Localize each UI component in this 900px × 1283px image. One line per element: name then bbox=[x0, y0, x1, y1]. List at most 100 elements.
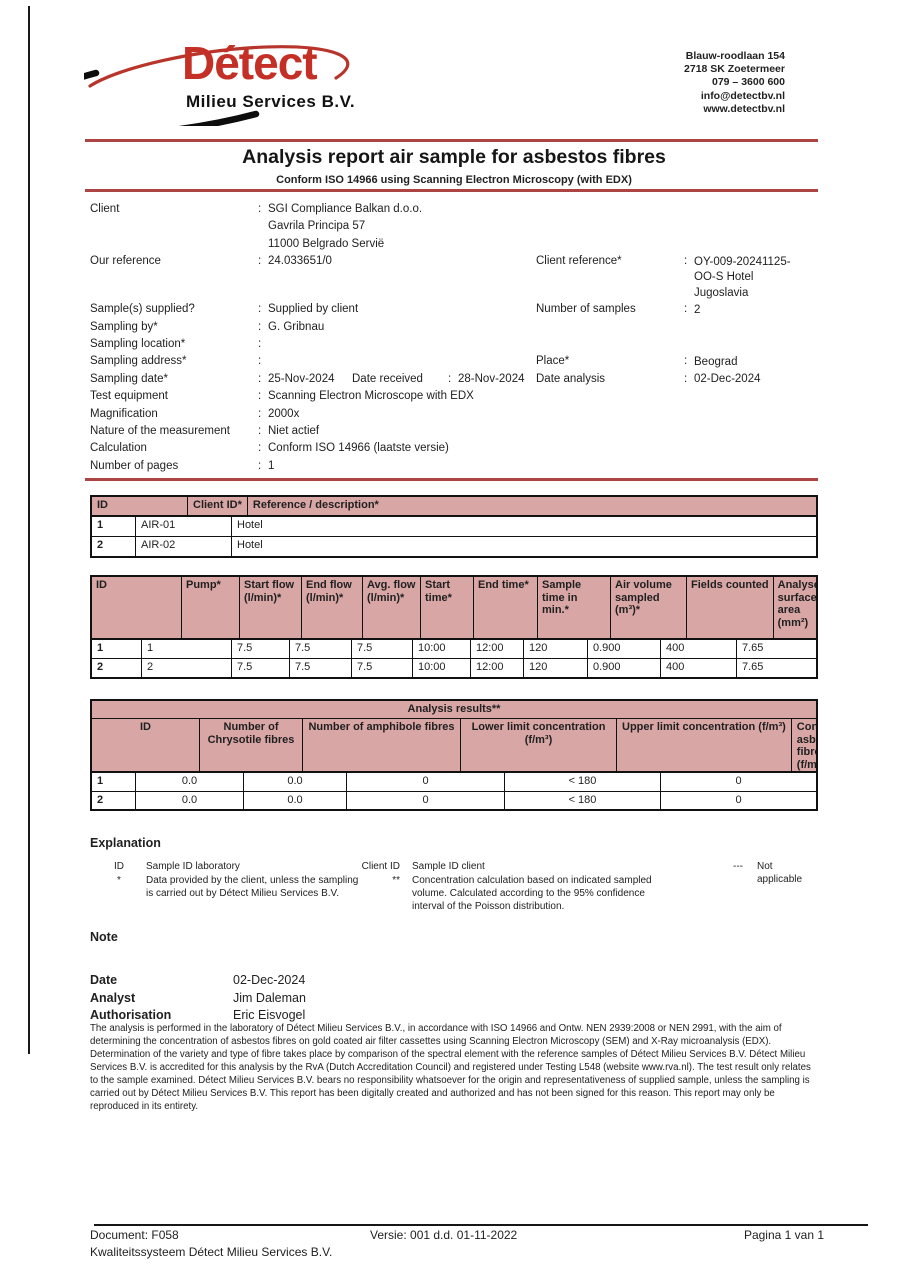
table-cell: 1 bbox=[92, 517, 136, 536]
info-row: Number of pages : 1 bbox=[90, 458, 818, 475]
info-value-right bbox=[694, 388, 818, 390]
info-row: Our reference : 24.033651/0 Client refer… bbox=[90, 253, 818, 301]
signature-label: Analyst bbox=[90, 990, 136, 1005]
table-cell: 7.5 bbox=[232, 659, 290, 677]
info-label-left: Sampling address* bbox=[90, 355, 187, 368]
column-header: ID bbox=[92, 577, 182, 638]
info-row: Calculation : Conform ISO 14966 (laatste… bbox=[90, 440, 818, 457]
info-value-right: 02-Dec-2024 bbox=[694, 373, 761, 386]
column-header: Avg. flow (l/min)* bbox=[363, 577, 421, 638]
info-colon: : bbox=[258, 355, 262, 368]
info-colon: : bbox=[258, 442, 262, 455]
footer: Document: F058 Versie: 001 d.d. 01-11-20… bbox=[90, 1228, 868, 1244]
column-header: Upper limit concentration (f/m³) bbox=[617, 719, 792, 771]
signature-row: Analyst Jim Daleman bbox=[90, 990, 490, 1008]
info-colon: : bbox=[258, 303, 262, 316]
table-cell: 12:00 bbox=[471, 640, 524, 658]
info-value-right: Beograd bbox=[694, 355, 738, 368]
column-header: Analysed surface area (mm²) bbox=[777, 579, 816, 629]
info-label-left: Number of pages bbox=[90, 459, 179, 472]
info-value-right: OY-009-20241125- OO-S Hotel Jugoslavia bbox=[694, 255, 791, 299]
table-cell: 120 bbox=[524, 659, 588, 677]
contact-line: 079 – 3600 600 bbox=[712, 76, 785, 89]
table-row: 1 1 7.5 7.5 7.5 10:00 12:00 120 0.900 40… bbox=[92, 640, 816, 659]
info-colon: : bbox=[684, 355, 688, 368]
report-info-grid: Client : SGI Compliance Balkan d.o.o. Ga… bbox=[90, 201, 818, 475]
table-cell: 0 bbox=[735, 775, 742, 787]
table-cell: 400 bbox=[661, 640, 737, 658]
column-header: Client ID* bbox=[188, 497, 248, 515]
table-cell: 1 bbox=[142, 640, 232, 658]
info-label-right: Date analysis bbox=[536, 372, 606, 385]
signature-label: Date bbox=[90, 973, 118, 987]
table-row: 2 0.0 0.0 0 < 180 0 bbox=[92, 791, 816, 809]
info-label-left: Nature of the measurement bbox=[90, 425, 230, 438]
explanation-term: Client ID bbox=[361, 861, 400, 872]
info-value-left: Conform ISO 14966 (laatste versie) bbox=[268, 442, 449, 455]
table-cell: 10:00 bbox=[413, 640, 471, 658]
table-cell: 0.0 bbox=[136, 773, 244, 791]
table-cell: 400 bbox=[661, 659, 737, 677]
info-label-left: Sampling location* bbox=[90, 338, 186, 351]
explanation-definition: Sample ID client bbox=[412, 861, 485, 872]
info-label-left: Test equipment bbox=[90, 390, 168, 403]
column-header: Sample time in min.* bbox=[538, 577, 611, 638]
sample-id-table: ID Client ID* Reference / description* 1 A… bbox=[90, 495, 818, 558]
column-header: Concentration asbestos fibres (f/m³) bbox=[796, 721, 816, 771]
explanation-term: ID bbox=[114, 861, 124, 872]
info-value-left: 1 bbox=[268, 459, 275, 472]
table-cell: Hotel bbox=[237, 519, 263, 531]
info-value-right bbox=[694, 201, 818, 203]
table-cell: < 180 bbox=[505, 791, 661, 809]
table-cell: 0 bbox=[347, 791, 505, 809]
info-colon: : bbox=[258, 320, 262, 333]
note-heading: Note bbox=[90, 930, 118, 944]
info-value-right bbox=[694, 319, 818, 321]
column-header: Pump* bbox=[182, 577, 240, 638]
info-label-right: Client reference* bbox=[536, 255, 622, 268]
table-header-row: ID Client ID* Reference / description* bbox=[92, 497, 816, 517]
column-header: ID bbox=[92, 497, 188, 515]
column-header: End flow (l/min)* bbox=[302, 577, 363, 638]
table-cell: 0.900 bbox=[588, 659, 661, 677]
title-rule-bottom bbox=[85, 189, 818, 192]
table-cell: 2 bbox=[92, 791, 136, 809]
column-header: Start time* bbox=[421, 577, 474, 638]
info-value-left: 11000 Belgrado Servië bbox=[268, 237, 385, 250]
info-row: Client : SGI Compliance Balkan d.o.o. bbox=[90, 201, 818, 218]
table-cell: Hotel bbox=[237, 539, 263, 551]
explanation-term: * bbox=[117, 875, 121, 886]
info-colon: : bbox=[258, 255, 262, 268]
info-label-left: Magnification bbox=[90, 407, 158, 420]
info-value-left: Supplied by client bbox=[268, 303, 359, 316]
signature-row: Authorisation Eric Eisvogel bbox=[90, 1007, 490, 1025]
table-cell: 0 bbox=[735, 793, 742, 806]
explanation-section: Explanation ID Sample ID laboratory * Da… bbox=[90, 836, 818, 912]
table-cell: 7.5 bbox=[352, 659, 413, 677]
signature-value: 02-Dec-2024 bbox=[233, 973, 306, 987]
table-cell: 7.5 bbox=[352, 640, 413, 658]
info-label-left: Client bbox=[90, 203, 120, 215]
footer-page: Pagina 1 van 1 bbox=[743, 1228, 824, 1242]
footer-document: Document: F058 bbox=[90, 1228, 179, 1242]
info-value-right: 2 bbox=[694, 303, 701, 316]
info-row: 11000 Belgrado Servië bbox=[90, 236, 818, 253]
table-cell: AIR-01 bbox=[136, 517, 232, 536]
pump-table: ID Pump* Start flow (l/min)* End flow (l/mi… bbox=[90, 575, 818, 679]
table-row: 1 0.0 0.0 0 < 180 0 bbox=[92, 773, 816, 792]
info-value-right bbox=[694, 406, 818, 408]
info-value-left: 2000x bbox=[268, 407, 300, 420]
info-colon: : bbox=[258, 390, 262, 403]
info-value-mid: 28-Nov-2024 bbox=[458, 372, 525, 385]
info-value-left: SGI Compliance Balkan d.o.o. bbox=[268, 203, 423, 215]
contact-line: Blauw-roodlaan 154 bbox=[685, 50, 785, 62]
info-value-left: Scanning Electron Microscope with EDX bbox=[268, 390, 474, 403]
info-value-right bbox=[694, 336, 818, 338]
table-cell: 10:00 bbox=[413, 659, 471, 677]
info-row: Nature of the measurement : Niet actief bbox=[90, 423, 818, 440]
info-value-left: Niet actief bbox=[268, 425, 320, 438]
table-cell: 7.65 bbox=[742, 642, 764, 654]
info-label-mid: Date received bbox=[352, 372, 423, 385]
table-cell: 2 bbox=[92, 659, 142, 677]
table-cell: 0.900 bbox=[588, 640, 661, 658]
